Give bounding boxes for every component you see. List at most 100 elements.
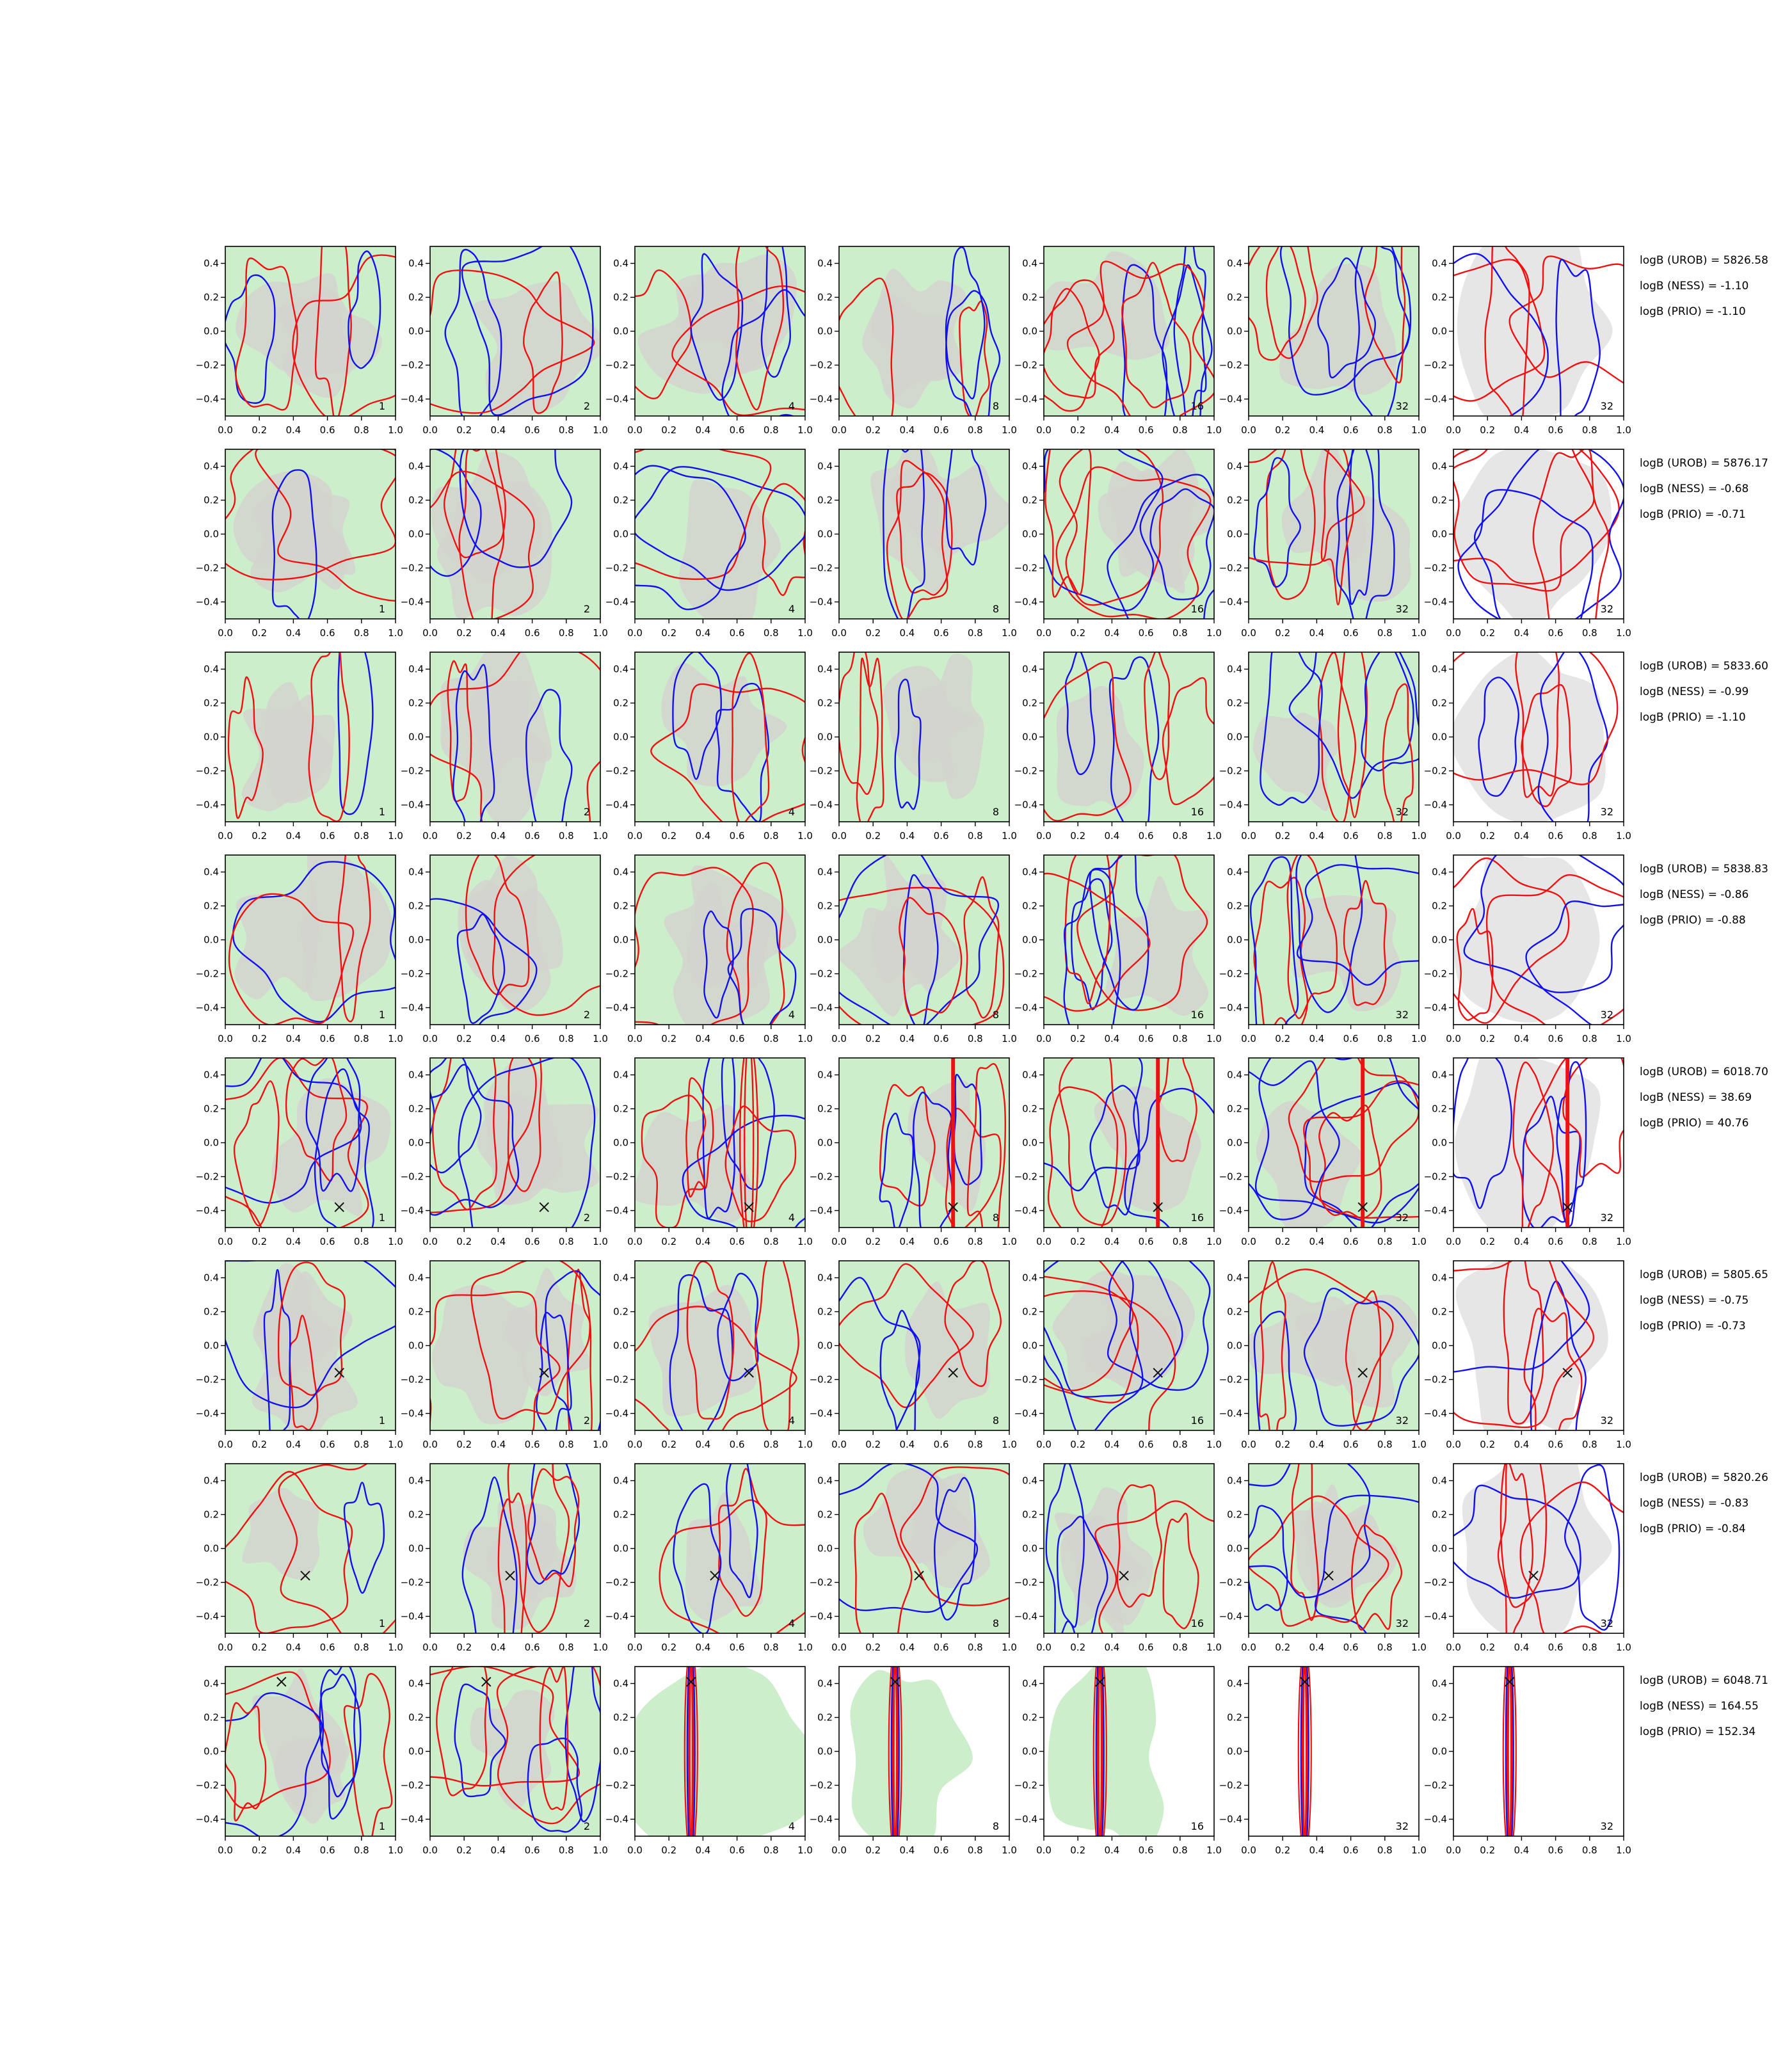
panel-label: 8 [993,1009,999,1021]
y-tick-label: 0.4 [1227,258,1242,269]
panel-contours [430,449,600,619]
contour-line [682,1114,805,1228]
panel-label: 4 [788,1414,795,1427]
x-tick-label: 0.2 [1480,1439,1495,1450]
contour-line [461,246,594,416]
contour-line [1286,855,1338,1020]
true-parameter-marker [1153,1368,1163,1378]
y-tick-label: 0.4 [613,664,628,675]
y-tick-label: 0.4 [1432,664,1447,675]
contour-line [527,1468,580,1588]
panel-label: 32 [1396,1820,1409,1832]
y-tick-label: −0.4 [810,799,833,811]
y-tick-label: 0.2 [1227,1103,1242,1115]
y-tick-label: 0.4 [1227,1272,1242,1284]
y-tick-label: −0.4 [1014,1002,1037,1014]
true-parameter-marker [1357,1368,1368,1378]
y-tick-label: 0.4 [1227,1475,1242,1487]
x-tick-label: 0.0 [218,1439,233,1450]
y-tick-label: 0.0 [613,732,628,743]
panel-r2-c2: 0.0 0.2 0.4 0.6 0.8 1.0 0.4 0.2 0.0 −0.2 −0.4 2 [401,449,608,639]
x-tick-label: 0.8 [1172,1236,1188,1247]
y-tick-label: −0.2 [196,1577,219,1588]
x-tick-label: 0.6 [730,424,745,436]
contour-line [1249,856,1299,1025]
x-tick-label: 0.4 [1309,1439,1324,1450]
contour-line [1108,656,1160,822]
y-tick-label: −0.4 [1014,1814,1037,1825]
x-tick-label: 1.0 [1411,1033,1427,1044]
y-tick-label: 0.0 [204,732,219,743]
x-tick-label: 0.2 [1480,424,1495,436]
y-tick-label: −0.4 [605,596,628,608]
y-tick-label: −0.4 [1219,394,1242,405]
contour-line [436,1667,488,1796]
y-tick-label: −0.4 [810,394,833,405]
y-tick-label: 0.4 [817,1678,833,1690]
x-tick-label: 1.0 [1411,1844,1427,1856]
y-tick-label: 0.0 [613,1137,628,1149]
x-tick-label: 0.6 [525,1236,540,1247]
density-fill-dark [504,1267,591,1396]
density-fill-dark [234,879,319,1000]
y-axis-ticks: 0.4 0.2 0.0 −0.2 −0.4 [1219,461,1249,608]
panel-contours [839,1261,1009,1430]
x-tick-label: 0.4 [1309,1236,1324,1247]
contour-line [459,449,573,568]
y-tick-label: 0.0 [1022,1746,1037,1757]
x-tick-label: 0.2 [1480,1236,1495,1247]
panel-r1-c2: 0.0 0.2 0.4 0.6 0.8 1.0 0.4 0.2 0.0 −0.2 −0.4 2 [401,246,608,436]
contour-line [536,1311,572,1430]
contour-line [225,1058,362,1204]
panel-contours [1048,1667,1164,1836]
x-tick-label: 1.0 [388,830,403,842]
logb-annotation: logB (PRIO) = -1.10 [1640,711,1746,724]
y-tick-label: 0.4 [613,1678,628,1690]
x-tick-label: 0.6 [730,1439,745,1450]
density-fill-dark [463,879,563,994]
density-fill-light [635,1667,805,1836]
y-axis-ticks: 0.4 0.2 0.0 −0.2 −0.4 [1014,867,1044,1014]
panel-label: 2 [584,1212,590,1224]
y-tick-label: 0.2 [1432,1103,1447,1115]
x-tick-label: 0.2 [1070,1033,1085,1044]
x-tick-label: 0.6 [525,830,540,842]
y-tick-label: 0.4 [1022,461,1037,472]
x-tick-label: 0.0 [1446,1033,1461,1044]
x-axis-ticks: 0.0 0.2 0.4 0.6 0.8 1.0 [831,619,1017,639]
panel-r5-c4: 0.0 0.2 0.4 0.6 0.8 1.0 0.4 0.2 0.0 −0.2 −0.4 8 [810,1057,1017,1247]
panel-contours [635,246,805,416]
x-tick-label: 0.2 [865,1033,881,1044]
contour-line [839,652,879,796]
y-axis-ticks: 0.4 0.2 0.0 −0.2 −0.4 [196,867,225,1014]
y-tick-label: 0.4 [817,1272,833,1284]
x-axis-ticks: 0.0 0.2 0.4 0.6 0.8 1.0 [422,1836,608,1856]
density-fill-dark [904,1281,990,1420]
y-tick-label: −0.2 [401,1374,424,1386]
x-tick-label: 0.6 [525,1033,540,1044]
contour-line [1303,1080,1419,1219]
x-tick-label: 0.0 [831,1033,847,1044]
panel-label: 4 [788,603,795,615]
contour-line [232,861,396,1023]
contour-line [430,1064,520,1216]
y-tick-label: −0.2 [1014,1171,1037,1183]
y-tick-label: −0.4 [810,1002,833,1014]
y-tick-label: 0.2 [1022,900,1037,912]
x-tick-label: 0.6 [934,1642,949,1653]
contour-line [945,246,986,400]
y-axis-ticks: 0.4 0.2 0.0 −0.2 −0.4 [1424,1069,1453,1217]
panel-contours [225,1667,396,1836]
panel-label: 2 [584,1617,590,1629]
density-fill-dark [1292,1484,1381,1608]
x-tick-label: 1.0 [593,424,608,436]
panel-label: 16 [1191,1820,1204,1832]
density-fill-dark [1056,685,1144,810]
y-axis-ticks: 0.4 0.2 0.0 −0.2 −0.4 [1424,461,1453,608]
panel-r8-c1: 0.0 0.2 0.4 0.6 0.8 1.0 0.4 0.2 0.0 −0.2 −0.4 1 [196,1666,403,1856]
x-tick-label: 0.8 [764,1236,779,1247]
y-tick-label: 0.4 [817,461,833,472]
y-tick-label: 0.2 [1432,900,1447,912]
panel-r8-c4: 0.0 0.2 0.4 0.6 0.8 1.0 0.4 0.2 0.0 −0.2 −0.4 8 [810,1666,1017,1856]
contour-line [635,449,772,580]
